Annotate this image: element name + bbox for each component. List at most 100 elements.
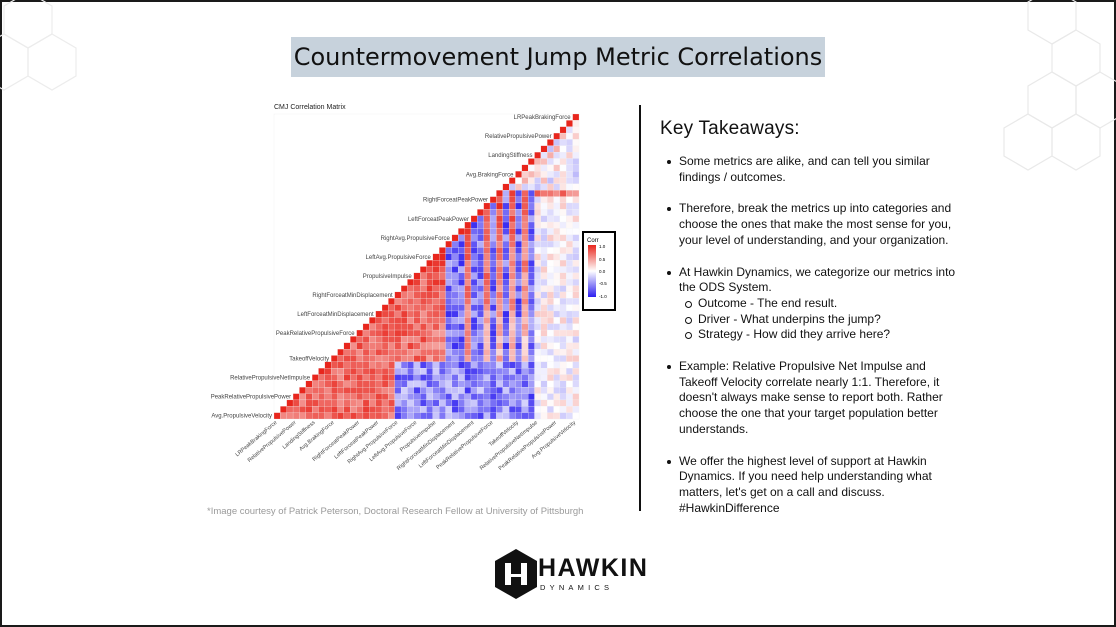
heatmap-cell [553, 310, 561, 318]
heatmap-cell [515, 406, 522, 413]
heatmap-cell [553, 190, 561, 197]
heatmap-cell [381, 317, 389, 324]
heatmap-cell [553, 171, 561, 178]
heatmap-cell [540, 361, 548, 369]
heatmap-cell [375, 374, 383, 381]
heatmap-cell [521, 329, 529, 337]
heatmap-cell [432, 291, 440, 299]
heatmap-cell [445, 374, 453, 381]
heatmap-cell [489, 272, 497, 280]
heatmap-cell [337, 355, 344, 362]
heatmap-cell [400, 329, 408, 337]
heatmap-cell [553, 285, 561, 293]
heatmap-cell [356, 399, 364, 407]
heatmap-cell [420, 355, 427, 362]
heatmap-cell [331, 380, 338, 388]
heatmap-cell [356, 393, 364, 401]
heatmap-title: CMJ Correlation Matrix [274, 104, 346, 111]
heatmap-cell [509, 374, 516, 381]
heatmap-cell [426, 399, 433, 407]
heatmap-cell [420, 317, 427, 324]
heatmap-cell [553, 342, 561, 350]
heatmap-cell [439, 272, 446, 280]
heatmap-cell [413, 412, 421, 420]
heatmap-cell [489, 215, 497, 223]
heatmap-cell [451, 412, 459, 420]
heatmap-cell [566, 145, 573, 153]
heatmap-cell [547, 164, 554, 172]
heatmap-cell [413, 317, 421, 324]
heatmap-cell [547, 374, 554, 381]
heatmap-cell [483, 304, 491, 312]
heatmap-cell [528, 329, 535, 337]
heatmap-cell [439, 310, 446, 318]
heatmap-cell [432, 323, 440, 331]
heatmap-cell [426, 323, 433, 331]
legend-color-bar [588, 245, 596, 297]
row-label: LeftForceatPeakPower [408, 217, 469, 223]
heatmap-cell [426, 380, 433, 388]
heatmap-cell [489, 323, 497, 331]
heatmap-cell [509, 361, 516, 369]
heatmap-cell [324, 368, 332, 375]
heatmap-cell [502, 279, 510, 286]
takeaways-heading: Key Takeaways: [660, 118, 800, 139]
heatmap-cell [362, 393, 370, 401]
heatmap-cell [381, 368, 389, 375]
heatmap-cell [515, 349, 522, 356]
heatmap-cell [496, 412, 503, 420]
heatmap-cell [559, 310, 567, 318]
heatmap-cell [534, 260, 541, 267]
heatmap-cell [445, 272, 453, 280]
heatmap-cell [470, 380, 478, 388]
heatmap-cell [502, 272, 510, 280]
heatmap-cell [521, 247, 529, 254]
heatmap-cell [470, 285, 478, 293]
heatmap-cell [464, 374, 472, 381]
heatmap-cell [439, 279, 446, 286]
heatmap-cell [521, 209, 529, 216]
heatmap-cell [400, 298, 408, 305]
heatmap-cell [515, 196, 522, 204]
heatmap-cell [470, 336, 478, 343]
heatmap-cell [559, 221, 567, 229]
heatmap-cell [483, 349, 491, 356]
heatmap-cell [502, 298, 510, 305]
heatmap-cell [566, 196, 573, 204]
heatmap-cell [420, 291, 427, 299]
heatmap-cell [407, 412, 414, 420]
heatmap-cell [572, 120, 580, 127]
hawkin-dynamics-logo: HAWKIN DYNAMICS [494, 548, 647, 600]
heatmap-cell [318, 406, 325, 413]
heatmap-cell [464, 234, 472, 242]
heatmap-cell [528, 361, 535, 369]
heatmap-cell [375, 399, 383, 407]
heatmap-cell [451, 310, 459, 318]
heatmap-cell [362, 349, 370, 356]
heatmap-cell [458, 279, 465, 286]
heatmap-cell [553, 387, 561, 394]
heatmap-cell [343, 387, 351, 394]
heatmap-cell [521, 177, 529, 184]
heatmap-cell [318, 412, 325, 420]
heatmap-cell [394, 342, 402, 350]
heatmap-cell [509, 247, 516, 254]
heatmap-cell [381, 412, 389, 420]
heatmap-cell [566, 260, 573, 267]
heatmap-cell [381, 361, 389, 369]
heatmap-cell [350, 387, 357, 394]
heatmap-cell [496, 285, 503, 293]
heatmap-cell [566, 152, 573, 159]
heatmap-cell [343, 368, 351, 375]
heatmap-cell [509, 177, 516, 184]
heatmap-cell [483, 279, 491, 286]
heatmap-cell [521, 215, 529, 223]
row-label: Avg.PropulsiveVelocity [211, 414, 272, 420]
heatmap-cell [559, 406, 567, 413]
heatmap-cell [515, 279, 522, 286]
heatmap-cell [388, 406, 395, 413]
heatmap-cell [509, 266, 516, 273]
heatmap-cell [534, 349, 541, 356]
heatmap-cell [483, 361, 491, 369]
heatmap-cell [502, 380, 510, 388]
